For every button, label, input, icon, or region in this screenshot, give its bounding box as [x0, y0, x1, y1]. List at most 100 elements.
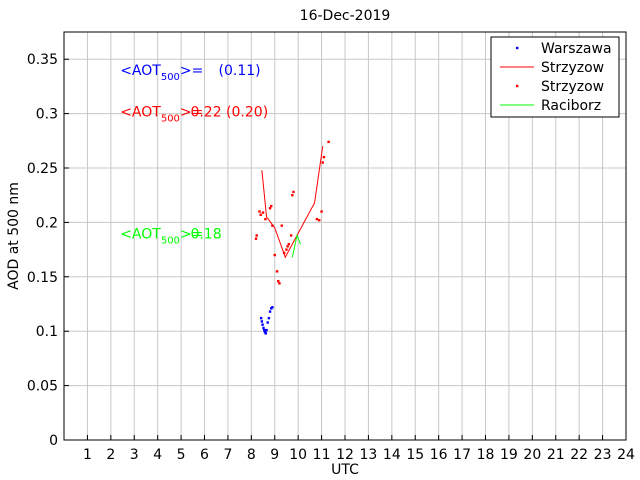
data-point: [260, 320, 264, 323]
data-point: [273, 253, 276, 257]
y-tick-label: 0.05: [27, 379, 58, 395]
data-point: [267, 316, 271, 320]
data-point: [277, 279, 280, 283]
x-tick-label: 19: [500, 447, 518, 463]
aot-suffix: >=: [180, 104, 203, 120]
aot-value: 0.22 (0.20): [190, 104, 268, 120]
data-point: [254, 237, 258, 240]
series-line: [261, 146, 324, 259]
x-tick-label: 9: [270, 447, 279, 463]
annotation-layer: <AOT500>= (0.11)<AOT500>=0.22 (0.20)<AOT5…: [120, 63, 268, 246]
x-tick-label: 23: [594, 447, 612, 463]
y-tick-label: 0.2: [36, 215, 58, 231]
y-tick-label: 0.25: [27, 161, 58, 177]
data-point: [259, 213, 262, 216]
aot-annotation: <AOT500>=: [120, 226, 203, 246]
data-point: [271, 224, 274, 227]
aot-subscript: 500: [161, 235, 180, 246]
aot-annotation: <AOT500>=: [120, 104, 203, 124]
data-point: [258, 210, 261, 213]
data-point: [280, 224, 283, 227]
x-tick-label: 11: [313, 447, 331, 463]
x-tick-label: 13: [360, 447, 378, 463]
aot-prefix: <AOT: [120, 104, 161, 120]
legend-entry-label: Warszawa: [541, 41, 612, 57]
x-tick-label: 6: [200, 447, 209, 463]
x-tick-label: 22: [570, 447, 588, 463]
data-point: [321, 161, 324, 164]
x-tick-label: 18: [477, 447, 495, 463]
chart-title: 16-Dec-2019: [300, 8, 391, 24]
x-tick-label: 5: [177, 447, 186, 463]
data-point: [271, 306, 274, 309]
data-point: [322, 155, 326, 159]
aot-suffix: >=: [180, 63, 203, 79]
y-tick-label: 0: [49, 433, 58, 449]
series-strzyzow-line: [261, 146, 324, 259]
x-tick-label: 10: [289, 447, 307, 463]
legend-marker-swatch: [516, 84, 519, 88]
y-tick-label: 0.15: [27, 270, 58, 286]
data-point: [264, 330, 267, 333]
aot-prefix: <AOT: [120, 63, 161, 79]
data-point: [278, 282, 281, 285]
x-axis-title: UTC: [331, 462, 359, 478]
aot-subscript: 500: [161, 113, 180, 124]
data-point: [292, 190, 295, 194]
data-point: [261, 323, 264, 326]
data-point: [287, 242, 290, 246]
legend-entry-label: Raciborz: [541, 98, 601, 114]
data-point: [255, 234, 258, 237]
y-tick-label: 0.3: [36, 107, 58, 123]
data-point: [320, 210, 323, 213]
aot-prefix: <AOT: [120, 226, 161, 242]
data-point: [268, 207, 272, 210]
legend-entry-label: Strzyzow: [541, 60, 604, 76]
x-tick-label: 12: [336, 447, 354, 463]
aot-suffix: >=: [180, 226, 203, 242]
data-point: [268, 310, 272, 313]
y-axis-title: AOD at 500 nm: [6, 182, 22, 290]
series-raciborz-line: [291, 233, 301, 258]
series-warszawa-points: [259, 306, 274, 335]
data-point: [275, 270, 279, 273]
data-point: [264, 217, 267, 221]
data-point: [266, 321, 269, 324]
x-tick-label: 16: [430, 447, 448, 463]
data-point: [291, 194, 294, 197]
y-tick-label: 0.1: [36, 324, 58, 340]
data-point: [261, 211, 265, 214]
x-tick-label: 1: [83, 447, 92, 463]
ticks-layer: 1 2 3 4 5 6 7 8 9 10 11 12 13 14 15 16 17 18 19 20 21 22 23 240…: [27, 52, 635, 463]
x-tick-label: 8: [247, 447, 256, 463]
x-tick-label: 20: [523, 447, 541, 463]
x-tick-label: 15: [406, 447, 424, 463]
x-tick-label: 3: [130, 447, 139, 463]
grid-layer: [64, 32, 627, 440]
aot-subscript: 500: [161, 72, 180, 83]
x-tick-label: 24: [617, 447, 635, 463]
x-tick-label: 14: [383, 447, 401, 463]
data-point: [327, 140, 330, 144]
series-line: [291, 233, 301, 258]
y-tick-label: 0.35: [27, 52, 58, 68]
data-point: [285, 248, 288, 251]
legend-marker-swatch: [516, 46, 519, 50]
legend: Warszawa Strzyzow Strzyzow Raciborz: [490, 36, 620, 118]
x-tick-label: 17: [453, 447, 471, 463]
data-point: [270, 204, 273, 208]
legend-box: [490, 36, 620, 118]
data-point: [318, 219, 321, 222]
series-strzyzow-points: [254, 140, 330, 285]
x-tick-label: 2: [106, 447, 115, 463]
data-point: [289, 234, 293, 237]
aot-value: (0.11): [219, 63, 261, 79]
aot-value: 0.18: [190, 226, 221, 242]
data-point: [315, 217, 319, 221]
data-point: [262, 326, 265, 330]
aot-annotation: <AOT500>=: [120, 63, 203, 83]
x-tick-label: 21: [547, 447, 565, 463]
data-point: [259, 316, 263, 320]
x-tick-label: 7: [223, 447, 232, 463]
